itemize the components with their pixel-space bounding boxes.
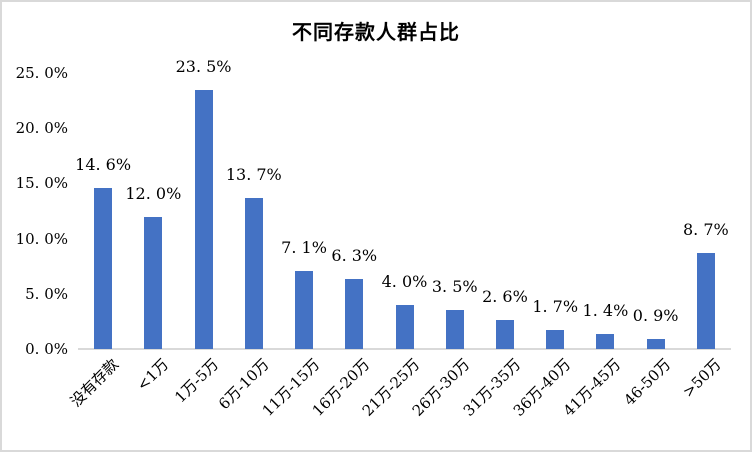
y-axis-tick-label: 5. 0% bbox=[25, 284, 68, 303]
bar-value-label: 12. 0% bbox=[125, 183, 182, 203]
x-axis-label: >50万 bbox=[679, 355, 725, 402]
bar bbox=[395, 304, 414, 349]
bar bbox=[646, 339, 665, 349]
x-axis-label: 1万-5万 bbox=[171, 355, 223, 407]
bar-value-label: 7. 1% bbox=[281, 237, 327, 257]
x-axis-label: <1万 bbox=[133, 355, 173, 395]
bar-value-label: 2. 6% bbox=[482, 287, 528, 307]
bar-value-label: 23. 5% bbox=[175, 56, 232, 76]
bar-value-label: 0. 9% bbox=[632, 306, 679, 326]
x-axis-label: 没有存款 bbox=[66, 355, 123, 411]
bar bbox=[94, 187, 113, 349]
bar bbox=[194, 89, 213, 349]
bar bbox=[244, 197, 263, 349]
bar-value-label: 14. 6% bbox=[75, 154, 132, 174]
bar bbox=[596, 333, 615, 349]
bar bbox=[696, 252, 715, 349]
chart-title: 不同存款人群占比 bbox=[292, 20, 460, 44]
bar bbox=[345, 279, 364, 349]
y-axis-tick-label: 0. 0% bbox=[25, 340, 68, 358]
y-axis-tick-label: 25. 0% bbox=[15, 64, 68, 82]
bar bbox=[144, 216, 163, 349]
y-axis-tick-label: 10. 0% bbox=[15, 229, 68, 248]
bar-value-label: 4. 0% bbox=[381, 271, 428, 291]
bar bbox=[445, 310, 464, 349]
bar bbox=[495, 320, 514, 349]
bar-value-label: 8. 7% bbox=[683, 219, 729, 239]
y-axis-tick-label: 15. 0% bbox=[15, 174, 68, 193]
bar bbox=[546, 330, 565, 349]
bar-value-label: 1. 4% bbox=[582, 300, 629, 320]
bar-value-label: 13. 7% bbox=[225, 164, 282, 184]
x-axis-label: 46-50万 bbox=[620, 355, 675, 410]
y-axis-tick-label: 20. 0% bbox=[15, 119, 68, 138]
bar bbox=[295, 270, 314, 349]
bar-value-label: 3. 5% bbox=[431, 277, 478, 297]
x-axis-line bbox=[78, 348, 731, 350]
bar-value-label: 6. 3% bbox=[331, 246, 378, 266]
bar-value-label: 1. 7% bbox=[532, 297, 579, 317]
